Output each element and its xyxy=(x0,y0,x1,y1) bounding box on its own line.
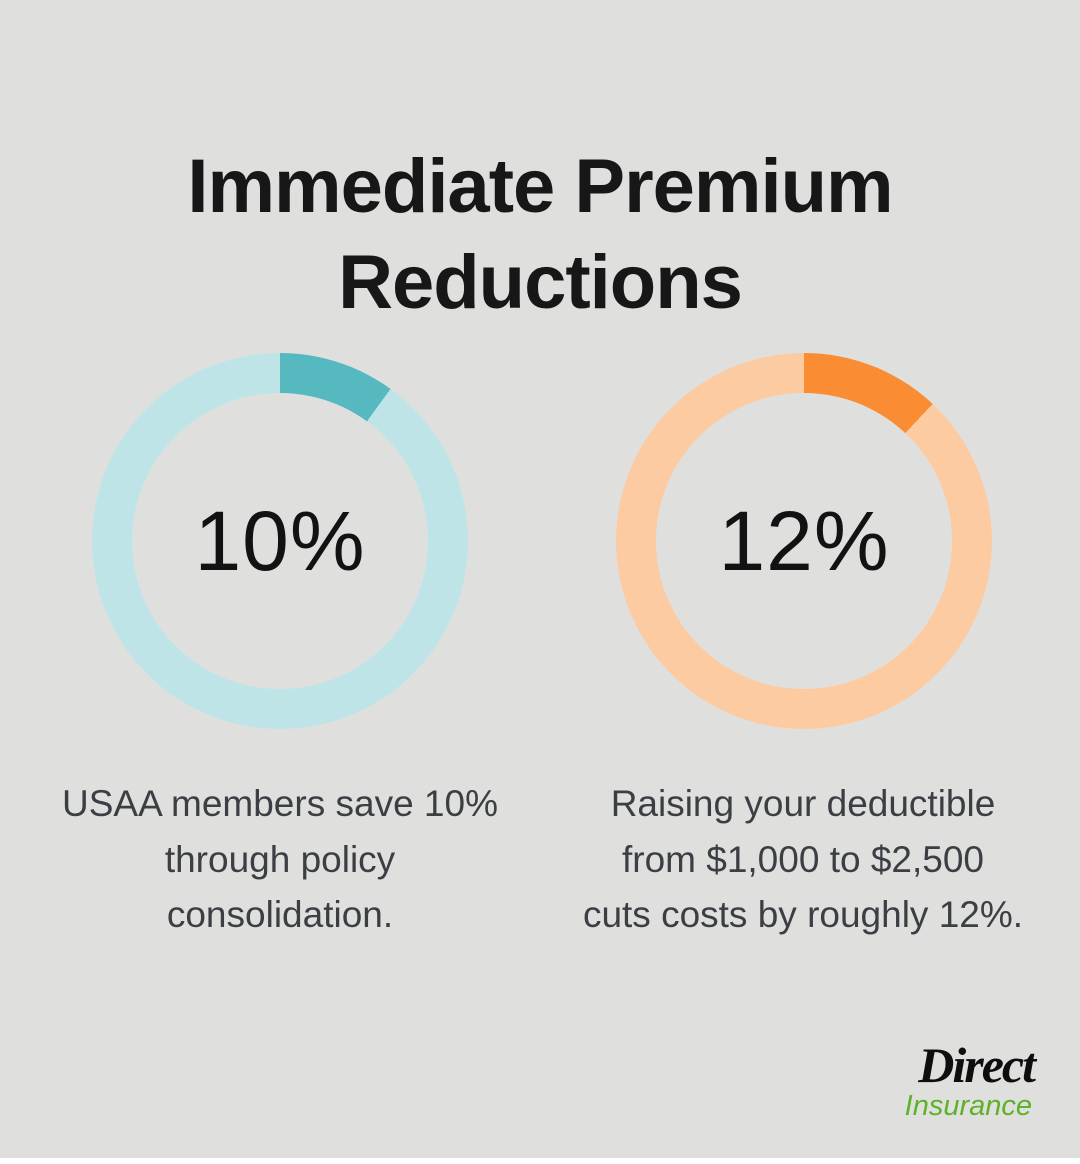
donut-percent-label: 12% xyxy=(718,493,890,588)
donut-hole: 12% xyxy=(656,393,952,689)
donut-chart-policy-consolidation: 10% xyxy=(92,353,468,729)
direct-insurance-logo: Direct Insurance xyxy=(904,1037,1036,1122)
donut-chart-deductible-increase: 12% xyxy=(616,353,992,729)
caption-line: consolidation. xyxy=(166,894,394,935)
bottom-white-strip xyxy=(0,1158,1080,1164)
logo-wordmark-insurance: Insurance xyxy=(904,1090,1032,1122)
page-title: Immediate Premium Reductions xyxy=(0,139,1080,332)
caption-line: through policy xyxy=(164,838,396,880)
donut-hole: 10% xyxy=(132,393,428,689)
caption-line: USAA members save 10% xyxy=(62,783,498,824)
logo-wordmark-direct: Direct xyxy=(918,1037,1036,1093)
caption-line: cuts costs by roughly 12%. xyxy=(582,894,1024,935)
page-title-line-2: Reductions xyxy=(338,240,743,326)
caption-deductible-increase: Raising your deductible from $1,000 to $… xyxy=(533,776,1073,943)
donut-percent-label: 10% xyxy=(194,493,366,588)
caption-line: from $1,000 to $2,500 xyxy=(621,838,985,880)
page-title-line-1: Immediate Premium xyxy=(187,143,893,229)
caption-policy-consolidation: USAA members save 10% through policy con… xyxy=(10,776,550,943)
caption-line: Raising your deductible xyxy=(610,783,996,824)
